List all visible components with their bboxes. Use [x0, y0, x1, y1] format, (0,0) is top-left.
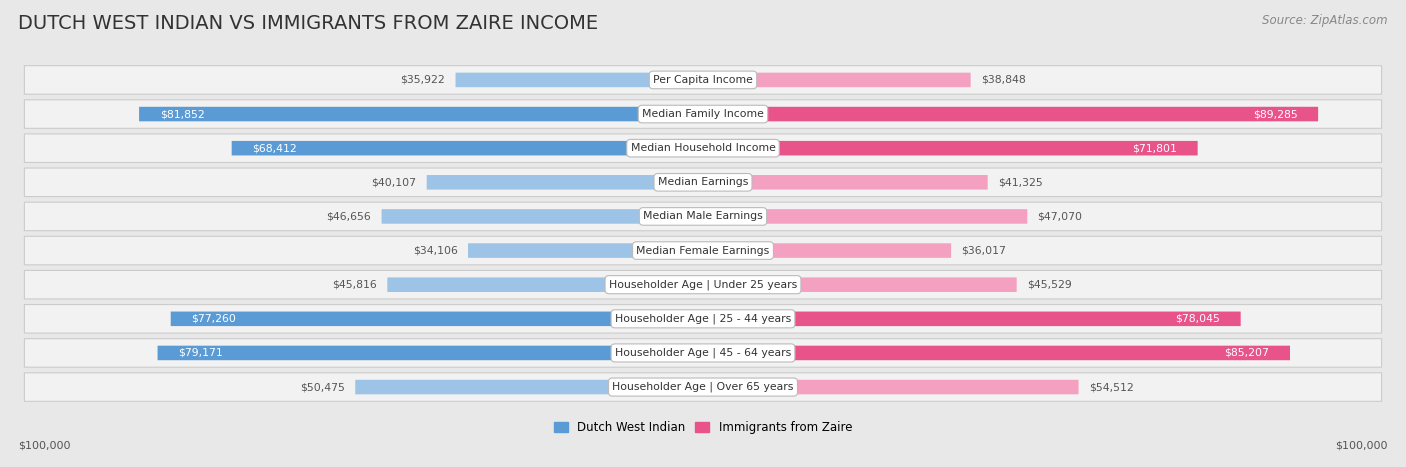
Text: Source: ZipAtlas.com: Source: ZipAtlas.com — [1263, 14, 1388, 27]
Text: $45,529: $45,529 — [1026, 280, 1071, 290]
FancyBboxPatch shape — [24, 168, 1382, 197]
Text: $71,801: $71,801 — [1132, 143, 1177, 153]
FancyBboxPatch shape — [703, 175, 987, 190]
FancyBboxPatch shape — [157, 346, 703, 360]
Text: $40,107: $40,107 — [371, 177, 416, 187]
Text: $100,000: $100,000 — [18, 441, 70, 451]
FancyBboxPatch shape — [468, 243, 703, 258]
Text: $46,656: $46,656 — [326, 212, 371, 221]
Text: DUTCH WEST INDIAN VS IMMIGRANTS FROM ZAIRE INCOME: DUTCH WEST INDIAN VS IMMIGRANTS FROM ZAI… — [18, 14, 599, 33]
Text: Median Household Income: Median Household Income — [630, 143, 776, 153]
Text: Householder Age | Over 65 years: Householder Age | Over 65 years — [612, 382, 794, 392]
FancyBboxPatch shape — [703, 277, 1017, 292]
Text: $34,106: $34,106 — [413, 246, 458, 255]
FancyBboxPatch shape — [232, 141, 703, 156]
FancyBboxPatch shape — [356, 380, 703, 394]
Text: $89,285: $89,285 — [1253, 109, 1298, 119]
FancyBboxPatch shape — [24, 304, 1382, 333]
FancyBboxPatch shape — [703, 311, 1240, 326]
Text: $45,816: $45,816 — [332, 280, 377, 290]
FancyBboxPatch shape — [24, 134, 1382, 163]
Text: Median Family Income: Median Family Income — [643, 109, 763, 119]
Text: $54,512: $54,512 — [1088, 382, 1133, 392]
FancyBboxPatch shape — [703, 107, 1317, 121]
FancyBboxPatch shape — [456, 73, 703, 87]
Text: $85,207: $85,207 — [1225, 348, 1270, 358]
Text: $79,171: $79,171 — [179, 348, 224, 358]
FancyBboxPatch shape — [703, 380, 1078, 394]
FancyBboxPatch shape — [426, 175, 703, 190]
FancyBboxPatch shape — [703, 243, 950, 258]
FancyBboxPatch shape — [24, 270, 1382, 299]
Text: Median Male Earnings: Median Male Earnings — [643, 212, 763, 221]
FancyBboxPatch shape — [24, 66, 1382, 94]
Text: $38,848: $38,848 — [981, 75, 1026, 85]
Legend: Dutch West Indian, Immigrants from Zaire: Dutch West Indian, Immigrants from Zaire — [550, 416, 856, 439]
Text: $41,325: $41,325 — [998, 177, 1043, 187]
FancyBboxPatch shape — [703, 141, 1198, 156]
FancyBboxPatch shape — [703, 73, 970, 87]
Text: Householder Age | 45 - 64 years: Householder Age | 45 - 64 years — [614, 348, 792, 358]
Text: Per Capita Income: Per Capita Income — [652, 75, 754, 85]
Text: $68,412: $68,412 — [252, 143, 297, 153]
Text: $100,000: $100,000 — [1336, 441, 1388, 451]
Text: $36,017: $36,017 — [962, 246, 1007, 255]
Text: Median Earnings: Median Earnings — [658, 177, 748, 187]
Text: $81,852: $81,852 — [160, 109, 204, 119]
Text: Median Female Earnings: Median Female Earnings — [637, 246, 769, 255]
FancyBboxPatch shape — [703, 346, 1291, 360]
FancyBboxPatch shape — [388, 277, 703, 292]
FancyBboxPatch shape — [24, 100, 1382, 128]
Text: $47,070: $47,070 — [1038, 212, 1083, 221]
FancyBboxPatch shape — [24, 373, 1382, 401]
Text: Householder Age | 25 - 44 years: Householder Age | 25 - 44 years — [614, 313, 792, 324]
FancyBboxPatch shape — [24, 236, 1382, 265]
Text: $35,922: $35,922 — [401, 75, 446, 85]
FancyBboxPatch shape — [24, 339, 1382, 367]
FancyBboxPatch shape — [170, 311, 703, 326]
Text: Householder Age | Under 25 years: Householder Age | Under 25 years — [609, 279, 797, 290]
FancyBboxPatch shape — [381, 209, 703, 224]
Text: $78,045: $78,045 — [1175, 314, 1220, 324]
Text: $77,260: $77,260 — [191, 314, 236, 324]
FancyBboxPatch shape — [703, 209, 1028, 224]
FancyBboxPatch shape — [139, 107, 703, 121]
Text: $50,475: $50,475 — [299, 382, 344, 392]
FancyBboxPatch shape — [24, 202, 1382, 231]
